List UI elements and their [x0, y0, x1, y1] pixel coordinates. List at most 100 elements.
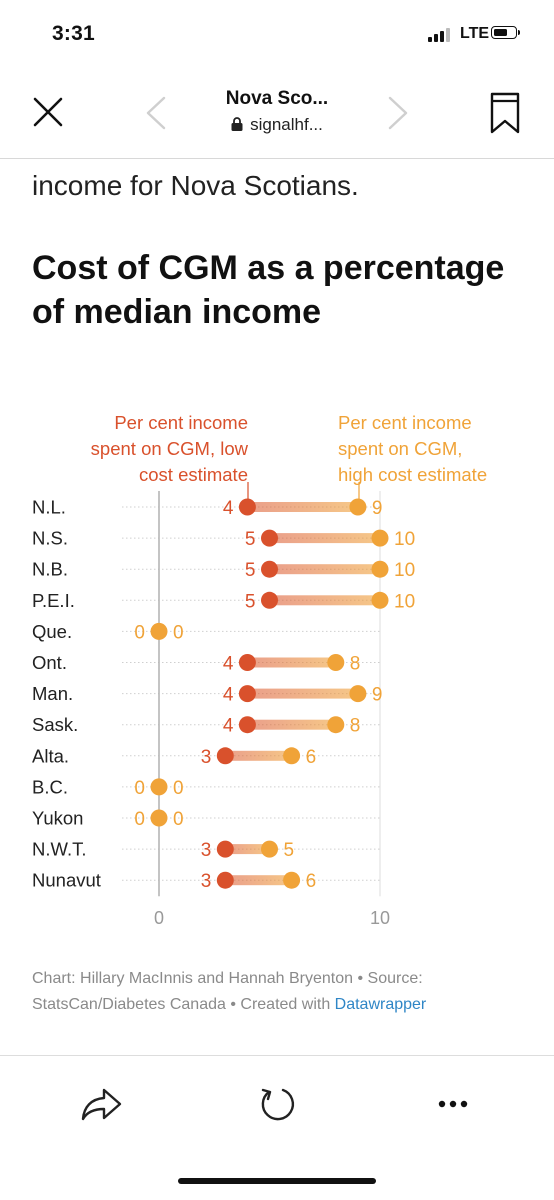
low-value-label: 3 [201, 871, 212, 892]
high-estimate-dot [349, 498, 367, 516]
page-url: signalhf... [0, 115, 554, 135]
high-estimate-dot [327, 716, 345, 734]
category-label: Yukon [32, 808, 83, 829]
low-value-label: 4 [223, 685, 234, 706]
range-bar [225, 875, 292, 886]
browser-nav-bar [0, 68, 554, 159]
legend-high-line: high cost estimate [338, 464, 487, 485]
share-icon[interactable] [80, 1086, 124, 1122]
high-value-label: 6 [306, 871, 317, 892]
high-estimate-dot [283, 747, 301, 765]
page-title: Nova Sco... [225, 88, 329, 109]
high-estimate-dot [150, 622, 168, 640]
high-estimate-dot [327, 654, 345, 671]
high-value-label: 8 [350, 716, 361, 737]
low-estimate-dot [261, 560, 278, 578]
range-bar [247, 657, 336, 668]
x-tick-label: 0 [154, 908, 164, 928]
legend-low-line: cost estimate [139, 464, 248, 485]
low-estimate-dot [216, 840, 234, 858]
low-value-label: 3 [201, 840, 212, 861]
forward-chevron-icon[interactable] [386, 96, 410, 130]
lock-icon [231, 117, 243, 131]
low-estimate-dot [216, 747, 234, 765]
more-options-icon[interactable] [438, 1100, 468, 1108]
high-estimate-dot [283, 871, 301, 889]
page-url-text: signalhf... [250, 115, 323, 134]
high-value-label: 9 [372, 685, 383, 706]
category-label: Alta. [32, 745, 69, 766]
toolbar-divider [0, 1055, 554, 1056]
high-estimate-dot [349, 685, 367, 703]
legend-low-line: Per cent income [114, 412, 248, 433]
category-label: B.C. [32, 776, 68, 797]
reload-icon[interactable] [257, 1084, 297, 1124]
range-bar [247, 688, 358, 699]
low-estimate-dot [238, 498, 256, 516]
high-value-label: 9 [372, 498, 383, 519]
range-bar [225, 750, 292, 761]
high-value-label: 0 [173, 622, 184, 643]
category-label: N.S. [32, 528, 68, 549]
dot-plot-chart: Per cent income spent on CGM, low cost est… [32, 412, 487, 928]
low-estimate-dot [261, 591, 278, 609]
low-estimate-dot [238, 685, 256, 703]
high-value-label: 10 [394, 560, 415, 581]
category-label: Man. [32, 683, 73, 704]
back-chevron-icon[interactable] [144, 96, 168, 130]
category-label: N.L. [32, 497, 66, 518]
x-tick-label: 10 [370, 908, 390, 928]
low-estimate-dot [238, 716, 256, 734]
range-bar [247, 502, 358, 512]
legend-high-line: Per cent income [338, 412, 472, 433]
datawrapper-link[interactable]: Datawrapper [334, 996, 427, 1013]
category-label: N.B. [32, 559, 68, 580]
low-value-label: 5 [245, 529, 256, 550]
low-value-label: 4 [223, 654, 234, 675]
low-estimate-dot [216, 871, 234, 889]
low-estimate-dot [261, 529, 278, 547]
range-bar [269, 595, 380, 606]
chart-title: Cost of CGM as a percentage of median in… [32, 249, 505, 331]
high-value-label: 8 [350, 654, 361, 675]
low-estimate-dot [238, 654, 256, 671]
low-value-label: 4 [223, 498, 234, 519]
category-label: N.W.T. [32, 839, 86, 860]
category-label: Sask. [32, 714, 78, 735]
category-label: Ont. [32, 652, 67, 673]
low-value-label: 0 [134, 622, 145, 643]
high-value-label: 5 [284, 840, 295, 861]
range-bar [269, 564, 380, 575]
chart-credit: Chart: Hillary MacInnis and Hannah Bryen… [32, 966, 532, 1018]
range-bar [247, 719, 336, 730]
range-bar [225, 844, 270, 855]
bookmark-icon[interactable] [490, 92, 520, 134]
range-bar [269, 533, 380, 544]
legend-high-line: spent on CGM, [338, 438, 462, 459]
high-estimate-dot [150, 809, 168, 827]
cellular-signal-icon [428, 28, 454, 42]
high-estimate-dot [371, 560, 389, 578]
high-estimate-dot [150, 778, 168, 796]
low-value-label: 0 [134, 778, 145, 799]
legend-low-line: spent on CGM, low [91, 438, 249, 459]
category-label: P.E.I. [32, 590, 75, 611]
close-icon[interactable] [32, 96, 64, 128]
home-indicator [178, 1178, 376, 1184]
low-value-label: 5 [245, 560, 256, 581]
chart-credit-text: Chart: Hillary MacInnis and Hannah Bryen… [32, 970, 423, 1013]
battery-icon [491, 26, 521, 41]
high-estimate-dot [261, 840, 278, 858]
status-time: 3:31 [52, 22, 95, 45]
network-type: LTE [460, 25, 490, 42]
low-value-label: 5 [245, 591, 256, 612]
category-label: Que. [32, 621, 72, 642]
low-value-label: 0 [134, 809, 145, 830]
high-value-label: 0 [173, 809, 184, 830]
low-value-label: 4 [223, 716, 234, 737]
high-estimate-dot [371, 591, 389, 609]
article-intro-text: income for Nova Scotians. [32, 170, 359, 201]
high-value-label: 10 [394, 591, 415, 612]
high-estimate-dot [371, 529, 389, 547]
high-value-label: 10 [394, 529, 415, 550]
